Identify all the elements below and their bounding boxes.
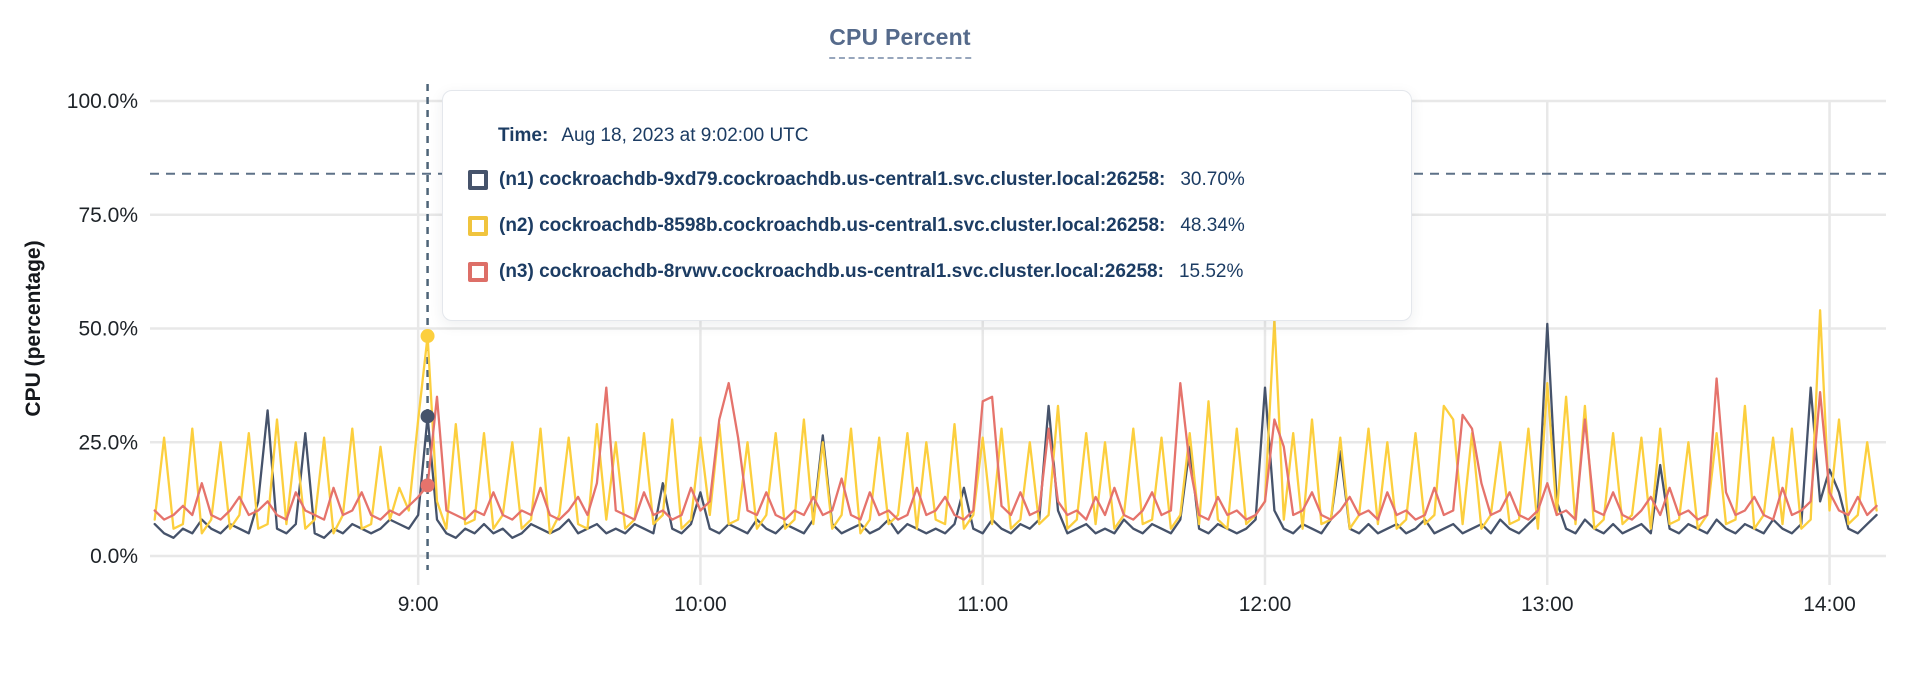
x-tick-label: 9:00 <box>398 593 439 616</box>
x-tick-label: 13:00 <box>1521 593 1574 616</box>
tooltip-series-value: 48.34% <box>1180 215 1245 236</box>
tooltip-time-row: Time: Aug 18, 2023 at 9:02:00 UTC <box>498 125 1381 147</box>
tooltip-time-value: Aug 18, 2023 at 9:02:00 UTC <box>561 125 809 146</box>
crosshair-point-n1 <box>420 409 435 424</box>
y-tick-label: 75.0% <box>78 204 138 227</box>
series-line-n3 <box>153 377 1878 521</box>
tooltip: Time: Aug 18, 2023 at 9:02:00 UTC (n1) co… <box>442 90 1412 321</box>
tooltip-series-value: 30.70% <box>1180 169 1245 190</box>
crosshair-point-n2 <box>420 329 435 344</box>
tooltip-series-label: (n2) cockroachdb-8598b.cockroachdb.us-ce… <box>499 215 1166 236</box>
tooltip-series-label: (n3) cockroachdb-8rvwv.cockroachdb.us-ce… <box>499 261 1164 282</box>
x-tick-label: 14:00 <box>1803 593 1856 616</box>
y-tick-label: 25.0% <box>78 431 138 454</box>
y-axis-label: CPU (percentage) <box>22 240 45 416</box>
y-tick-label: 100.0% <box>67 90 138 113</box>
series-swatch-icon <box>468 262 488 282</box>
crosshair-point-n3 <box>420 478 435 493</box>
y-tick-label: 50.0% <box>78 318 138 341</box>
series-swatch-icon <box>468 170 488 190</box>
series-swatch-icon <box>468 216 488 236</box>
x-tick-label: 11:00 <box>957 593 1008 616</box>
tooltip-row: (n3) cockroachdb-8rvwv.cockroachdb.us-ce… <box>468 261 1381 283</box>
page-title: CPU Percent <box>829 24 971 59</box>
x-tick-label: 10:00 <box>674 593 727 616</box>
x-tick-label: 12:00 <box>1239 593 1292 616</box>
tooltip-series-label: (n1) cockroachdb-9xd79.cockroachdb.us-ce… <box>499 169 1166 190</box>
series-line-n1 <box>153 322 1878 539</box>
tooltip-series-value: 15.52% <box>1178 261 1244 282</box>
tooltip-time-label: Time: <box>498 125 549 146</box>
tooltip-row: (n2) cockroachdb-8598b.cockroachdb.us-ce… <box>468 215 1381 237</box>
y-tick-label: 0.0% <box>90 545 138 568</box>
tooltip-row: (n1) cockroachdb-9xd79.cockroachdb.us-ce… <box>468 169 1381 191</box>
series-line-n2 <box>153 309 1878 535</box>
